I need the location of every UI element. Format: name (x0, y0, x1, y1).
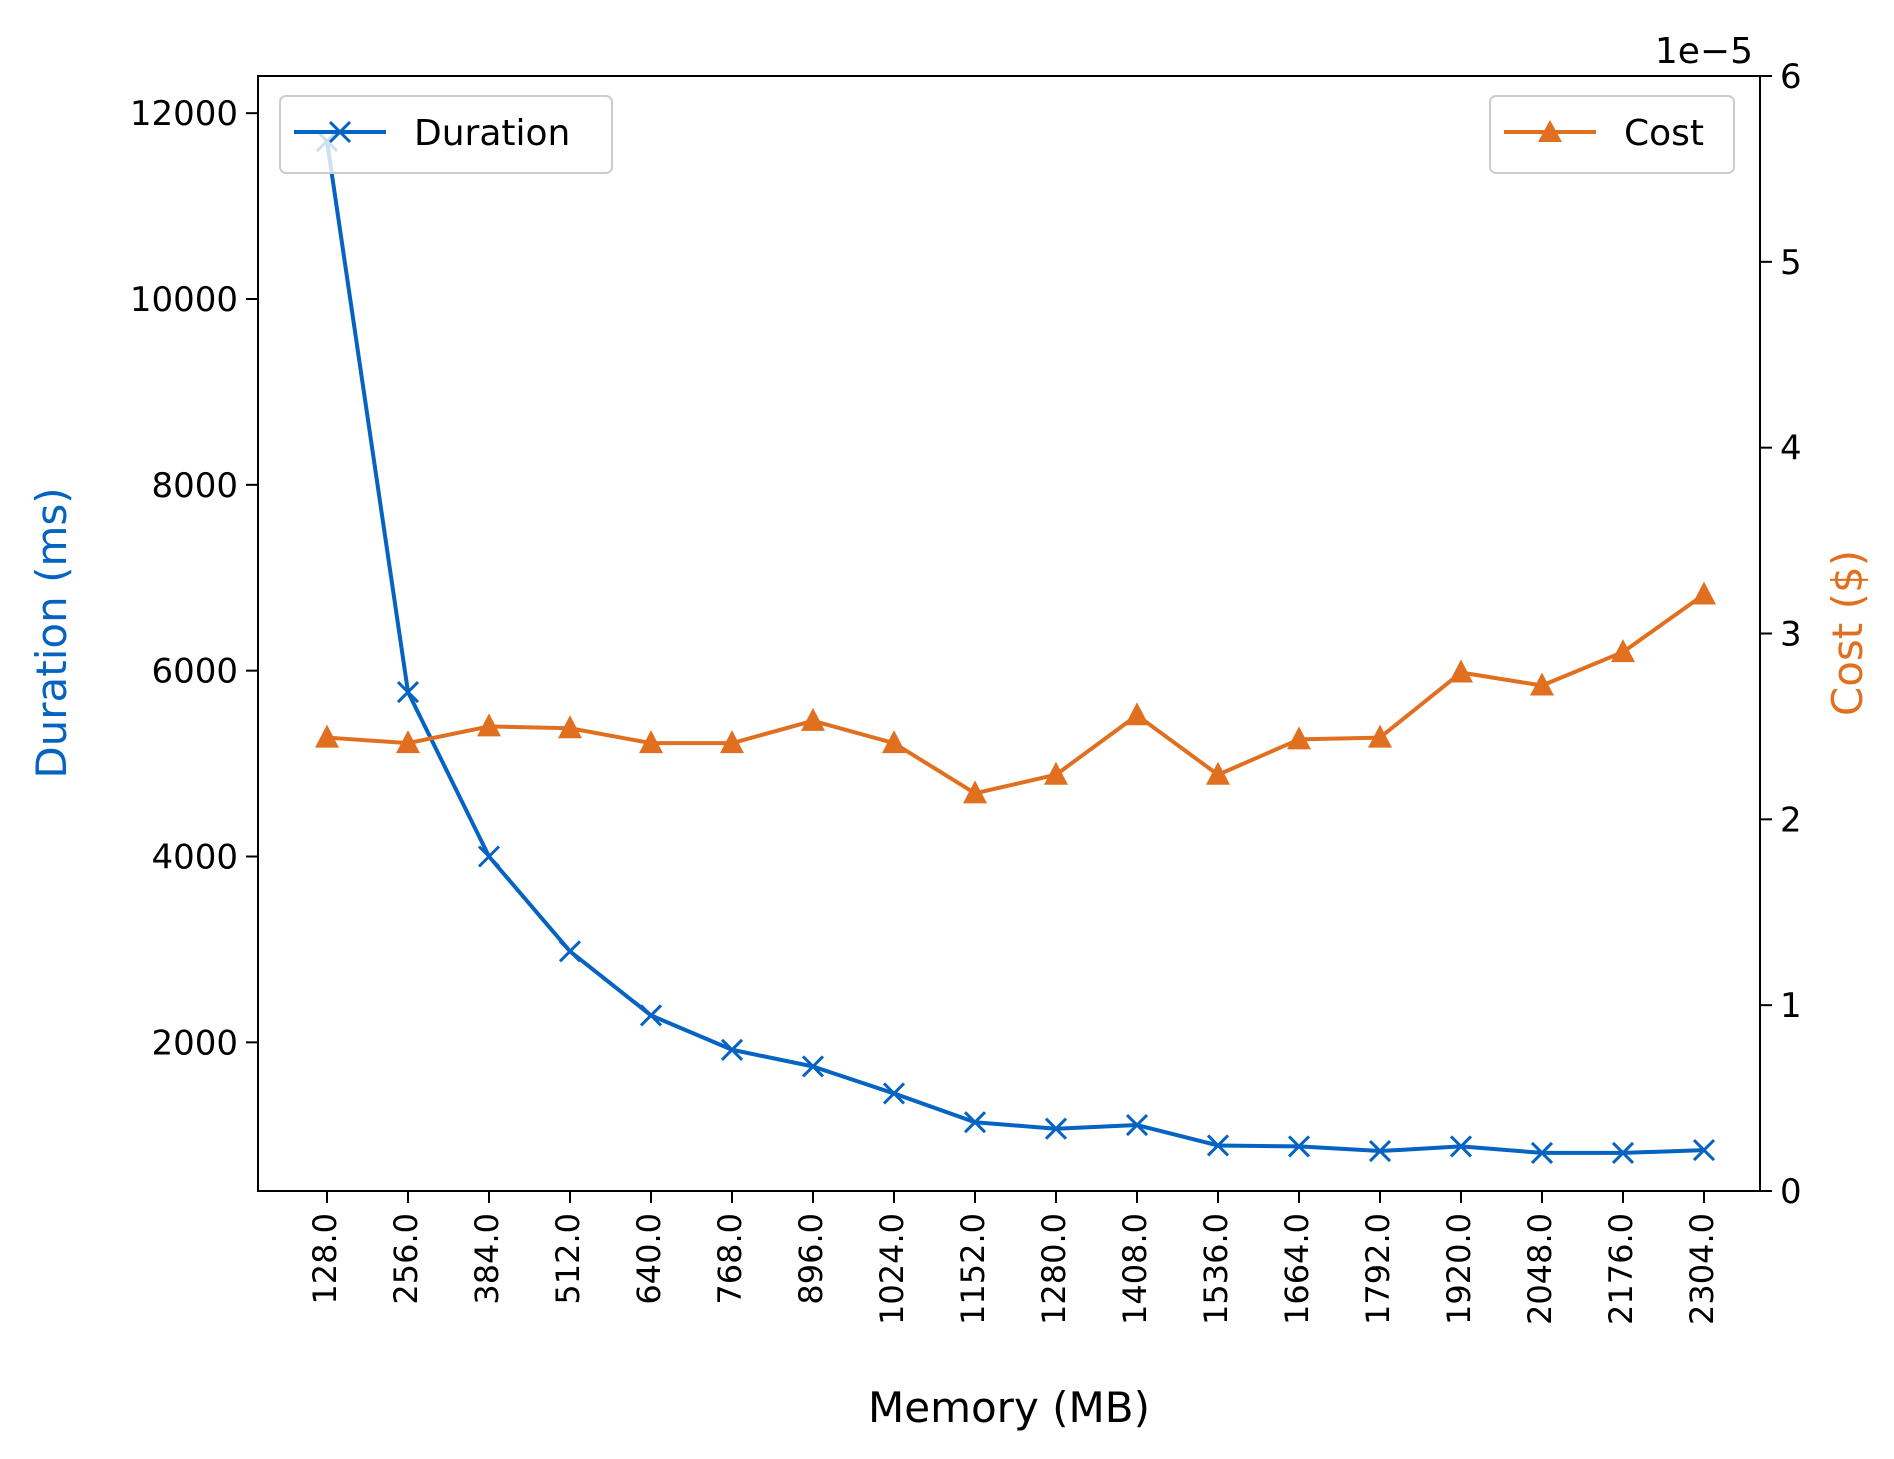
right-y-tick-label: 2 (1780, 800, 1802, 840)
x-axis-ticks: 128.0 256.0 384.0 512.0 640.0 768.0 896.0 1024.… (306, 1191, 1721, 1325)
series-layer (315, 129, 1716, 1164)
left-y-axis-label: Duration (ms) (27, 487, 76, 778)
duration-data-point (639, 1004, 663, 1027)
x-tick-label: 768.0 (711, 1213, 749, 1305)
x-tick-label: 1792.0 (1359, 1213, 1397, 1325)
right-y-tick-label: 4 (1780, 429, 1802, 469)
x-tick-label: 1152.0 (954, 1213, 992, 1325)
right-axis-offset-multiplier: 1e−5 (1655, 31, 1753, 72)
legend-cost-box (1489, 95, 1735, 174)
legend-cost-label: Cost (1624, 113, 1704, 154)
right-y-tick-label: 5 (1780, 243, 1802, 283)
legend-duration-label: Duration (414, 113, 570, 154)
left-y-tick-label: 12000 (130, 94, 238, 134)
x-tick-label: 2176.0 (1602, 1213, 1640, 1325)
x-tick-label: 640.0 (630, 1213, 668, 1305)
legend-duration-x-marker-icon (328, 120, 352, 144)
right-y-tick-label: 0 (1780, 1172, 1802, 1212)
cost-data-point (1611, 639, 1635, 663)
cost-data-point (396, 730, 420, 754)
cost-data-point (1206, 761, 1230, 785)
right-y-tick-label: 1 (1780, 986, 1802, 1026)
left-y-tick-label: 2000 (151, 1023, 238, 1063)
right-y-axis-label: Cost ($) (1823, 550, 1872, 716)
x-tick-label: 1024.0 (873, 1213, 911, 1325)
duration-data-point (1125, 1113, 1149, 1137)
left-y-axis-ticks: 2000 4000 6000 8000 10000 12000 (130, 94, 258, 1063)
legend-cost-triangle-marker-icon (1538, 120, 1562, 142)
x-tick-label: 512.0 (549, 1213, 587, 1305)
left-y-tick-label: 4000 (151, 838, 238, 878)
cost-data-point (1692, 581, 1716, 605)
cost-data-point (1125, 702, 1149, 726)
cost-data-point (1044, 761, 1068, 785)
duration-data-point (1530, 1141, 1554, 1164)
duration-data-point (963, 1111, 987, 1134)
cost-data-point (1449, 659, 1473, 683)
cost-data-point (1530, 672, 1554, 696)
x-axis-label: Memory (MB) (868, 1383, 1150, 1432)
right-y-tick-label: 6 (1780, 57, 1802, 97)
duration-data-point (882, 1082, 906, 1105)
x-tick-label: 2048.0 (1521, 1213, 1559, 1325)
legend-cost: Cost (1489, 95, 1735, 174)
cost-data-point (1287, 726, 1311, 750)
duration-data-point (477, 845, 501, 868)
cost-data-point (315, 724, 339, 748)
x-tick-label: 384.0 (468, 1213, 506, 1305)
duration-data-point (1206, 1134, 1230, 1157)
cost-series-line (326, 592, 1706, 796)
duration-data-point (1449, 1135, 1473, 1158)
cost-data-point (801, 707, 825, 731)
x-tick-label: 2304.0 (1683, 1213, 1721, 1325)
x-tick-label: 256.0 (387, 1213, 425, 1305)
cost-data-point (477, 713, 501, 737)
x-tick-label: 1280.0 (1035, 1213, 1073, 1325)
left-y-tick-label: 6000 (151, 652, 238, 692)
x-tick-label: 1408.0 (1116, 1213, 1154, 1325)
cost-data-point (720, 730, 744, 754)
x-tick-label: 128.0 (306, 1213, 344, 1305)
cost-data-point (639, 730, 663, 754)
duration-data-point (1044, 1117, 1068, 1140)
duration-data-point (1368, 1139, 1392, 1163)
x-tick-label: 1664.0 (1278, 1213, 1316, 1325)
legend-duration-box (279, 95, 613, 174)
duration-data-point (1692, 1139, 1716, 1162)
duration-series-line (325, 140, 1705, 1155)
left-y-tick-label: 8000 (151, 466, 238, 506)
legend-duration: Duration (279, 95, 613, 174)
duration-data-point (1287, 1135, 1311, 1158)
duration-data-point (720, 1038, 744, 1061)
left-y-tick-label: 10000 (130, 280, 238, 320)
cost-data-point (882, 730, 906, 754)
right-y-axis-ticks: 0 1 2 3 4 5 6 (1760, 57, 1802, 1212)
x-tick-label: 896.0 (792, 1213, 830, 1305)
duration-data-point (396, 680, 420, 704)
x-tick-label: 1536.0 (1197, 1213, 1235, 1325)
duration-data-point (801, 1055, 825, 1078)
cost-data-point (1368, 724, 1392, 748)
right-y-tick-label: 3 (1780, 615, 1802, 655)
duration-data-point (558, 940, 582, 963)
x-tick-label: 1920.0 (1440, 1213, 1478, 1325)
cost-data-point (558, 715, 582, 739)
duration-data-point (1611, 1141, 1635, 1164)
cost-data-point (963, 780, 987, 804)
